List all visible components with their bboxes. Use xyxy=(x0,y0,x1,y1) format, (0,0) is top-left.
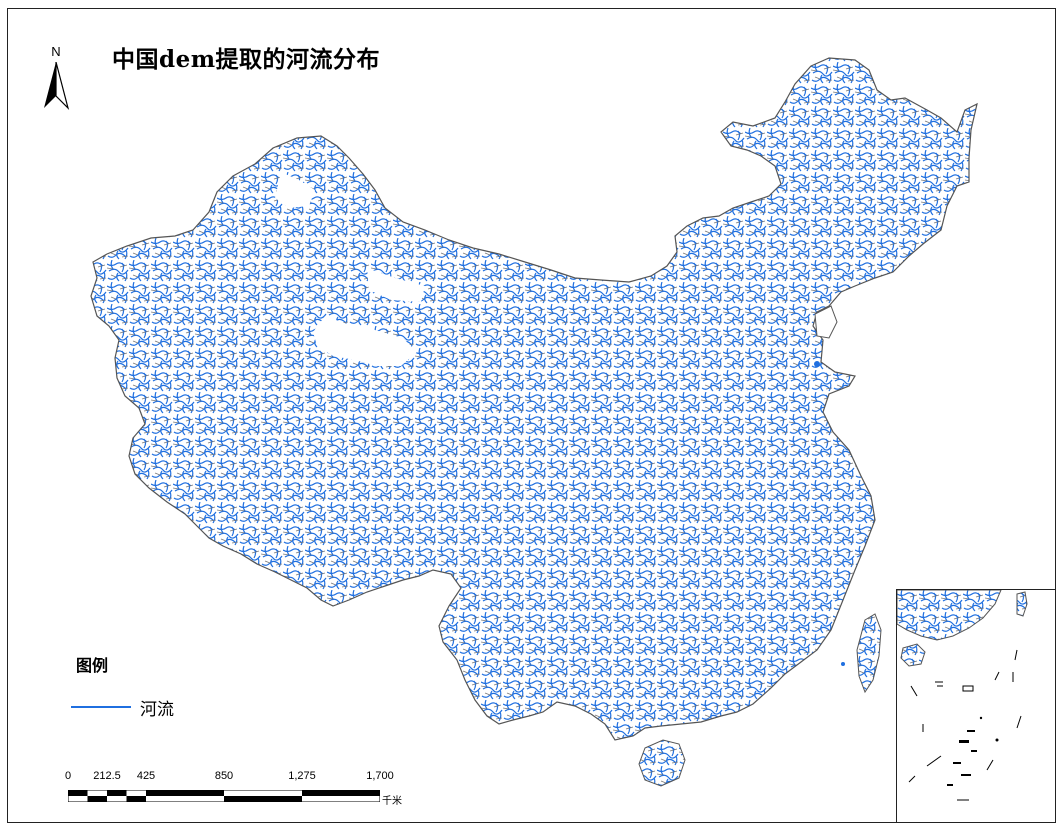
china-river-map xyxy=(90,57,978,787)
scale-tick-label: 0 xyxy=(64,770,72,782)
scale-bar-graphic xyxy=(68,790,380,802)
north-arrow-icon xyxy=(44,62,70,110)
north-letter: N xyxy=(51,44,61,59)
bohai-sea xyxy=(814,305,838,339)
island-dot xyxy=(841,662,845,666)
inset-coastline xyxy=(897,590,1002,641)
scale-bar: 0 212.5 425 850 1,275 1,700 千米 xyxy=(60,770,420,810)
taiwan-island xyxy=(856,613,882,694)
legend-title: 图例 xyxy=(76,656,109,675)
desert-area-1 xyxy=(313,316,417,366)
inset-islands xyxy=(947,716,999,786)
legend-river-label: 河流 xyxy=(140,700,174,720)
scale-tick-label: 425 xyxy=(136,770,156,782)
north-arrow: N xyxy=(36,44,76,110)
hainan-island xyxy=(638,739,686,787)
desert-area-2 xyxy=(275,172,315,208)
scale-unit: 千米 xyxy=(382,796,402,807)
legend-river-swatch xyxy=(71,706,131,708)
map-title: 中国dem提取的河流分布 xyxy=(112,46,381,73)
scale-tick-label: 1,700 xyxy=(366,770,394,782)
inset-taiwan xyxy=(1016,591,1028,617)
inset-map xyxy=(897,590,1028,801)
south-china-sea-inset xyxy=(896,589,1056,823)
nine-dash-line xyxy=(908,649,1022,801)
scale-tick-label: 212.5 xyxy=(93,770,121,782)
island-dot xyxy=(814,361,820,367)
china-mainland-shape xyxy=(90,57,978,741)
scale-tick-label: 850 xyxy=(214,770,234,782)
scale-tick-label: 1,275 xyxy=(288,770,316,782)
desert-area-3 xyxy=(367,268,425,302)
inset-hainan xyxy=(900,643,926,667)
